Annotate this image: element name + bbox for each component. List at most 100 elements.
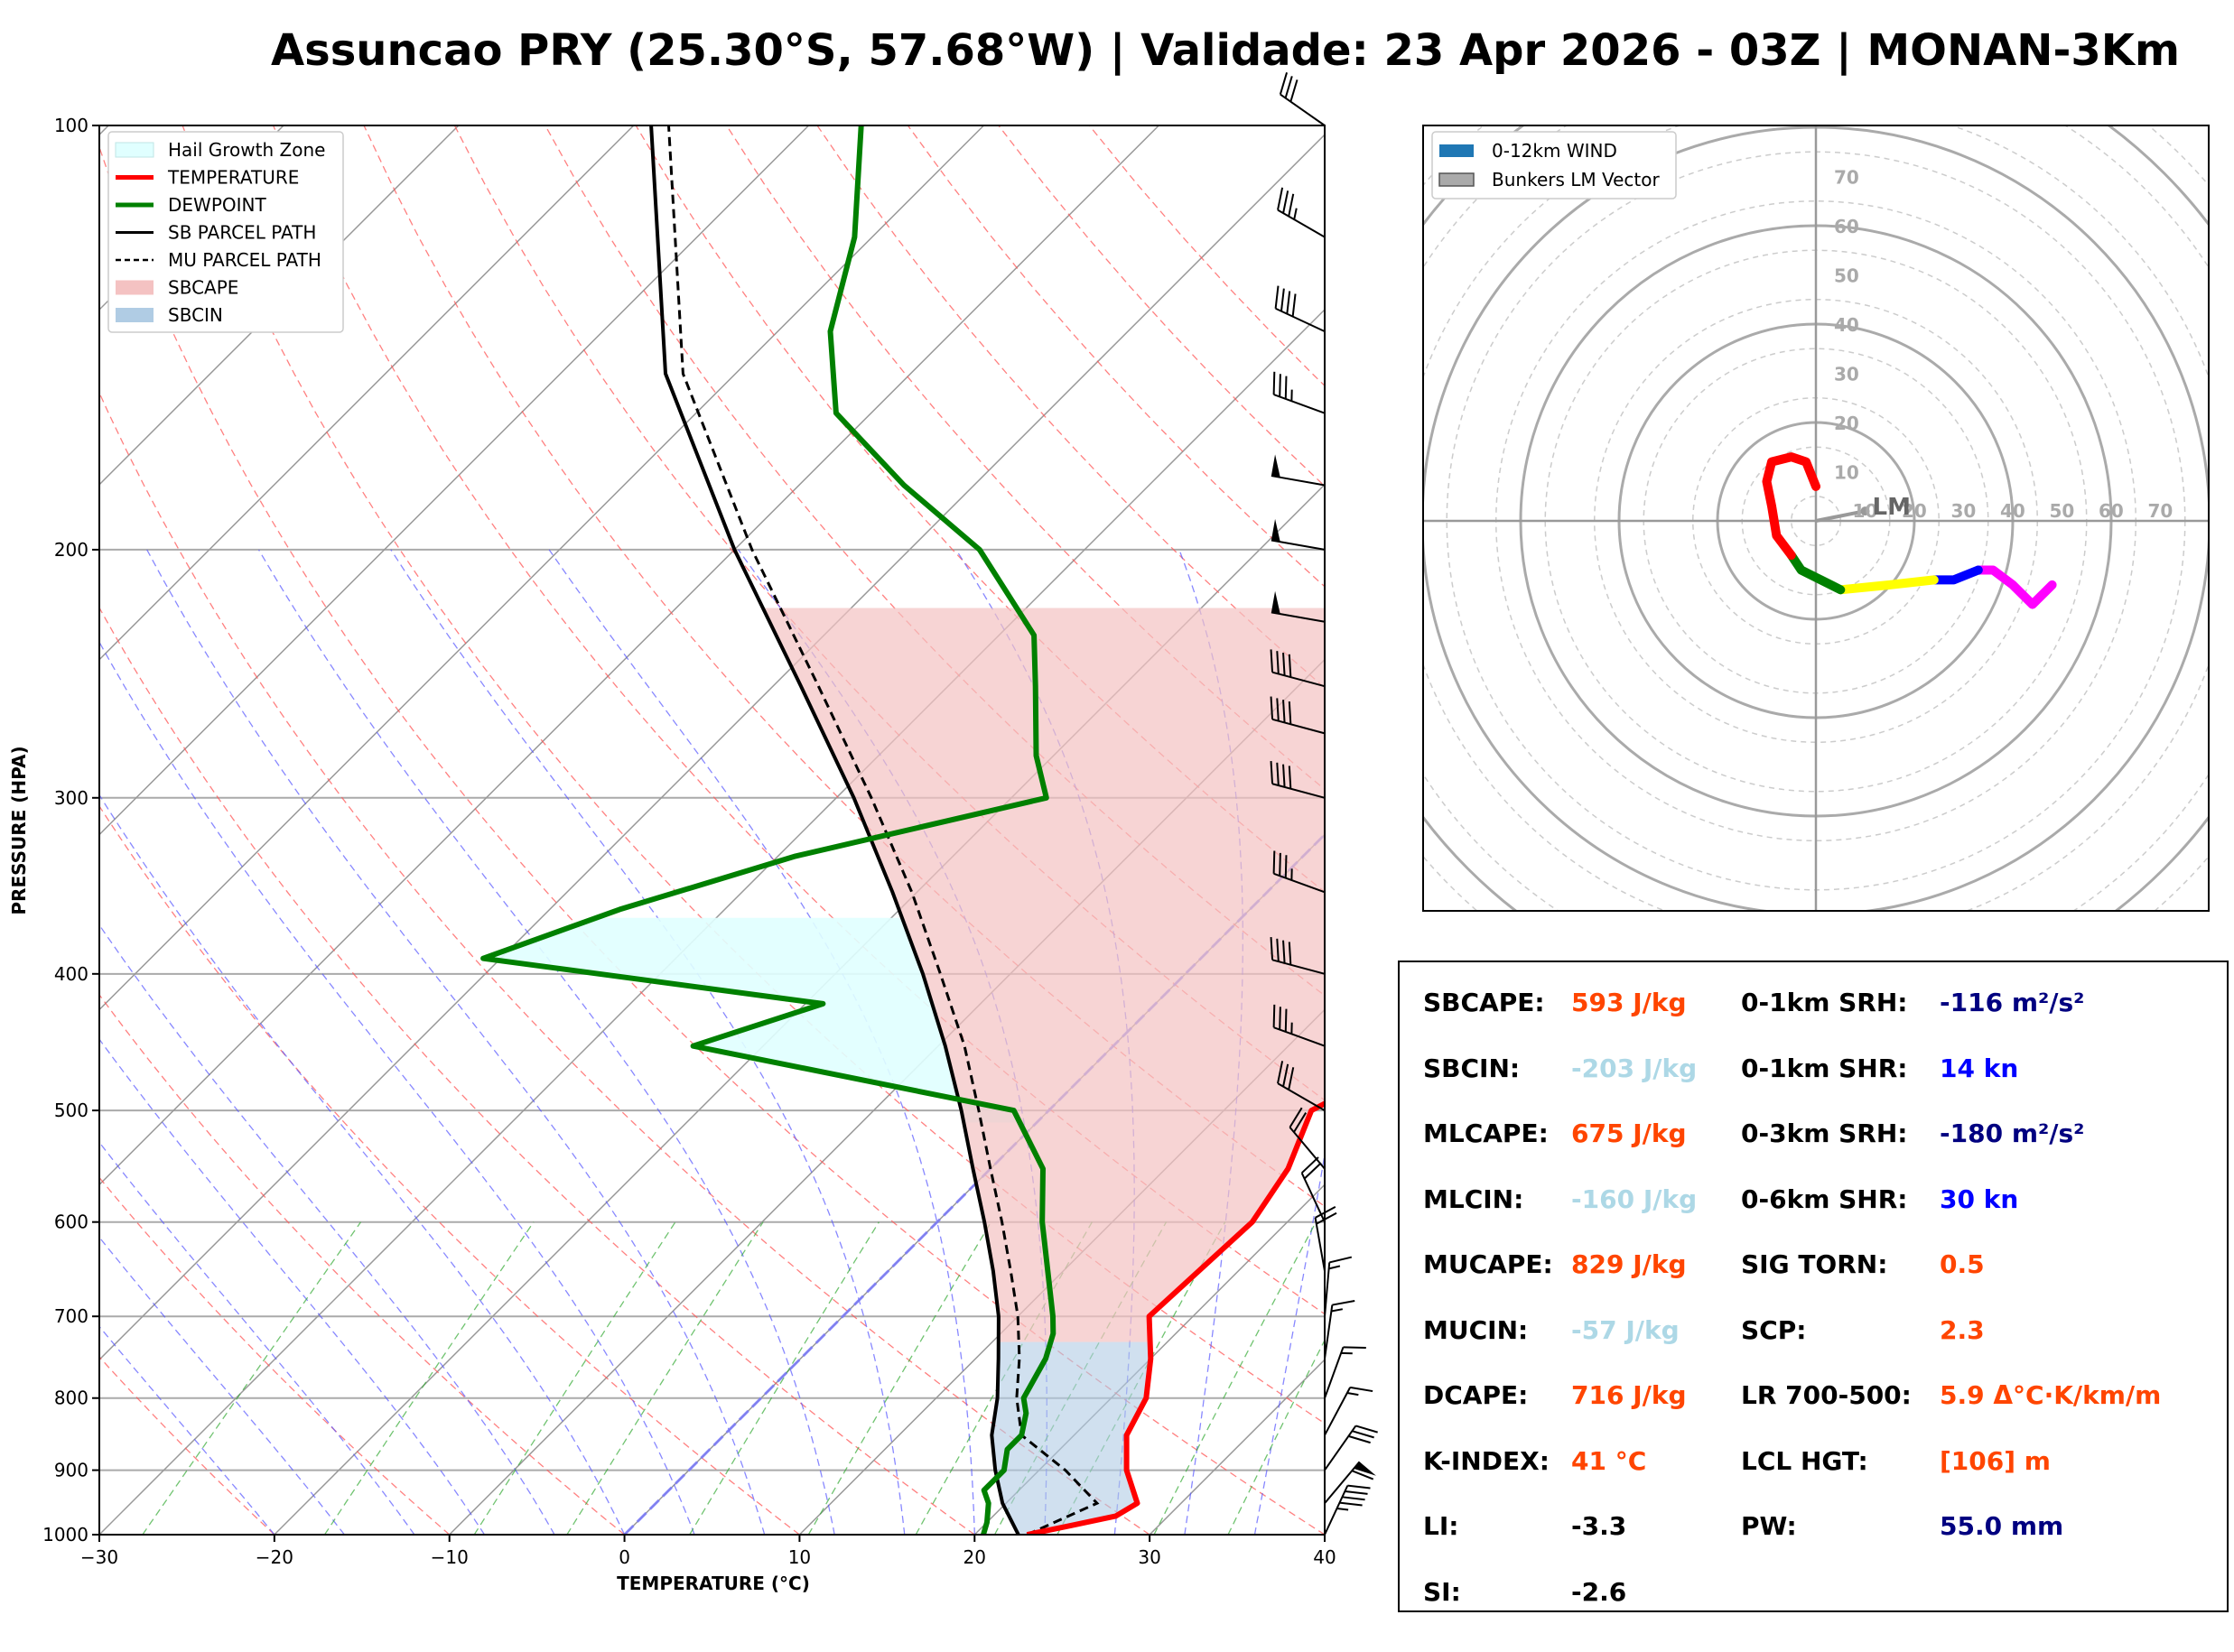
wind-barb-full [1276,698,1280,721]
moist-adiabat [146,549,766,1535]
hodograph-ring-label: 60 [2099,500,2124,522]
isotherm-line [99,125,810,836]
hodograph-minor-ring [1250,0,2234,1087]
wind-barb [1272,850,1326,894]
wind-barb-full [1342,1496,1365,1501]
legend-label: SB PARCEL PATH [168,222,316,244]
dry-adiabat [99,606,975,1535]
hodograph-ring-label: 60 [1834,216,1859,237]
legend-swatch-sbcin [116,308,154,322]
index-label: LR 700-500: [1741,1380,1912,1410]
x-axis-label: TEMPERATURE (°C) [617,1573,810,1594]
wind-barb-full [1282,700,1286,723]
wind-barb [1324,1256,1353,1317]
legend-swatch-hail [115,142,154,158]
wind-barb [1271,454,1326,487]
moist-adiabat [548,549,975,1535]
wind-barb-full [1284,76,1293,98]
index-label: MLCAPE: [1423,1118,1549,1148]
wind-barb-full [1288,942,1292,965]
wind-barb-full [1282,652,1286,676]
wind-barb-full [1282,1063,1289,1087]
mixing-ratio-line [566,1221,764,1535]
pressure-tick-label: 900 [54,1460,88,1481]
hodograph-major-ring [1225,0,2234,1111]
hodograph-ring-label: 50 [1834,265,1859,287]
hodograph-legend-box [1431,131,1677,200]
wind-barb [1279,72,1326,126]
index-value: -2.6 [1571,1576,1627,1607]
isotherm-line [99,125,635,661]
wind-barb-full [1348,1434,1371,1444]
legend-swatch-lm [1438,172,1475,187]
dry-adiabat [99,804,800,1535]
dry-adiabat [99,1356,275,1535]
hodograph-clip-group [1225,0,2234,1111]
mixing-ratio-line [142,1221,362,1535]
wind-barb-half [1293,208,1298,220]
temperature-tick-label: 30 [1138,1546,1160,1568]
wind-barb-half [1336,1508,1349,1511]
temperature-line [1026,1100,1325,1535]
wind-barb-full [1347,1484,1371,1490]
moist-adiabat [99,1038,486,1535]
legend-box [107,131,344,333]
legend-label: TEMPERATURE [167,167,299,189]
wind-barb-full [1272,371,1276,395]
isotherm-line [99,125,984,1011]
isotherm-line [99,308,1325,1535]
wind-barb-full [1288,654,1292,678]
wind-barb [1277,1061,1326,1111]
wind-barb [1314,1205,1337,1272]
hodograph-ring-label: 70 [1834,167,1859,189]
wind-barb [1324,1484,1371,1536]
hodograph-ring-label: 30 [1834,364,1859,385]
index-label: PW: [1741,1511,1797,1541]
dry-adiabat [99,145,1325,1535]
wind-barb-staff [1271,783,1326,799]
index-value: -3.3 [1571,1511,1627,1541]
hodograph-frame [1422,125,2210,912]
wind-barb-staff [1324,1387,1352,1436]
index-value: 593 J/kg [1571,988,1687,1017]
temperature-tick-label: −20 [256,1546,293,1568]
wind-barb-staff [1300,1172,1326,1223]
index-value: -116 m²/s² [1940,988,2085,1017]
hodograph-wind-segment [1836,575,1939,595]
mixing-ratio-line [807,1221,992,1535]
isotherm-line [973,1183,1325,1535]
index-value: -160 J/kg [1571,1183,1698,1214]
index-label: SIG TORN: [1741,1249,1888,1279]
pressure-tick-label: 1000 [42,1524,88,1545]
wind-barb [1324,1299,1355,1360]
pressure-tick-label: 600 [54,1211,88,1233]
index-label: 0-1km SRH: [1741,988,1908,1017]
index-label: SBCIN: [1423,1053,1521,1083]
mixing-ratio-line [323,1221,535,1535]
wind-barb-full [1352,1430,1374,1439]
wind-barb-full [1284,376,1288,399]
wind-barb-full [1277,1061,1284,1084]
legend-label: Hail Growth Zone [168,139,325,161]
wind-barb-full [1289,1107,1303,1128]
temperature-tick-label: 40 [1313,1546,1336,1568]
index-label: MUCAPE: [1423,1249,1553,1279]
hodograph-ring-label: 10 [1834,462,1859,484]
dry-adiabat [99,993,626,1535]
index-value: -203 J/kg [1571,1053,1698,1083]
index-label: 0-3km SRH: [1741,1118,1908,1148]
index-value: [106] m [1940,1445,2051,1476]
wind-barb-full [1276,938,1280,962]
wind-barb-full [1316,1211,1337,1225]
index-value: 0.5 [1940,1249,1985,1279]
index-label: DCAPE: [1423,1380,1529,1410]
wind-barb-staff [1275,307,1326,333]
wind-barb-flag [1271,518,1280,543]
isotherm-line [99,134,1325,1361]
skewt-frame [98,125,1326,1536]
wind-barb-full [1288,1067,1295,1091]
index-label: MLCIN: [1423,1183,1524,1214]
wind-barb-full [1293,1112,1308,1133]
freezing-isotherm [623,832,1325,1535]
